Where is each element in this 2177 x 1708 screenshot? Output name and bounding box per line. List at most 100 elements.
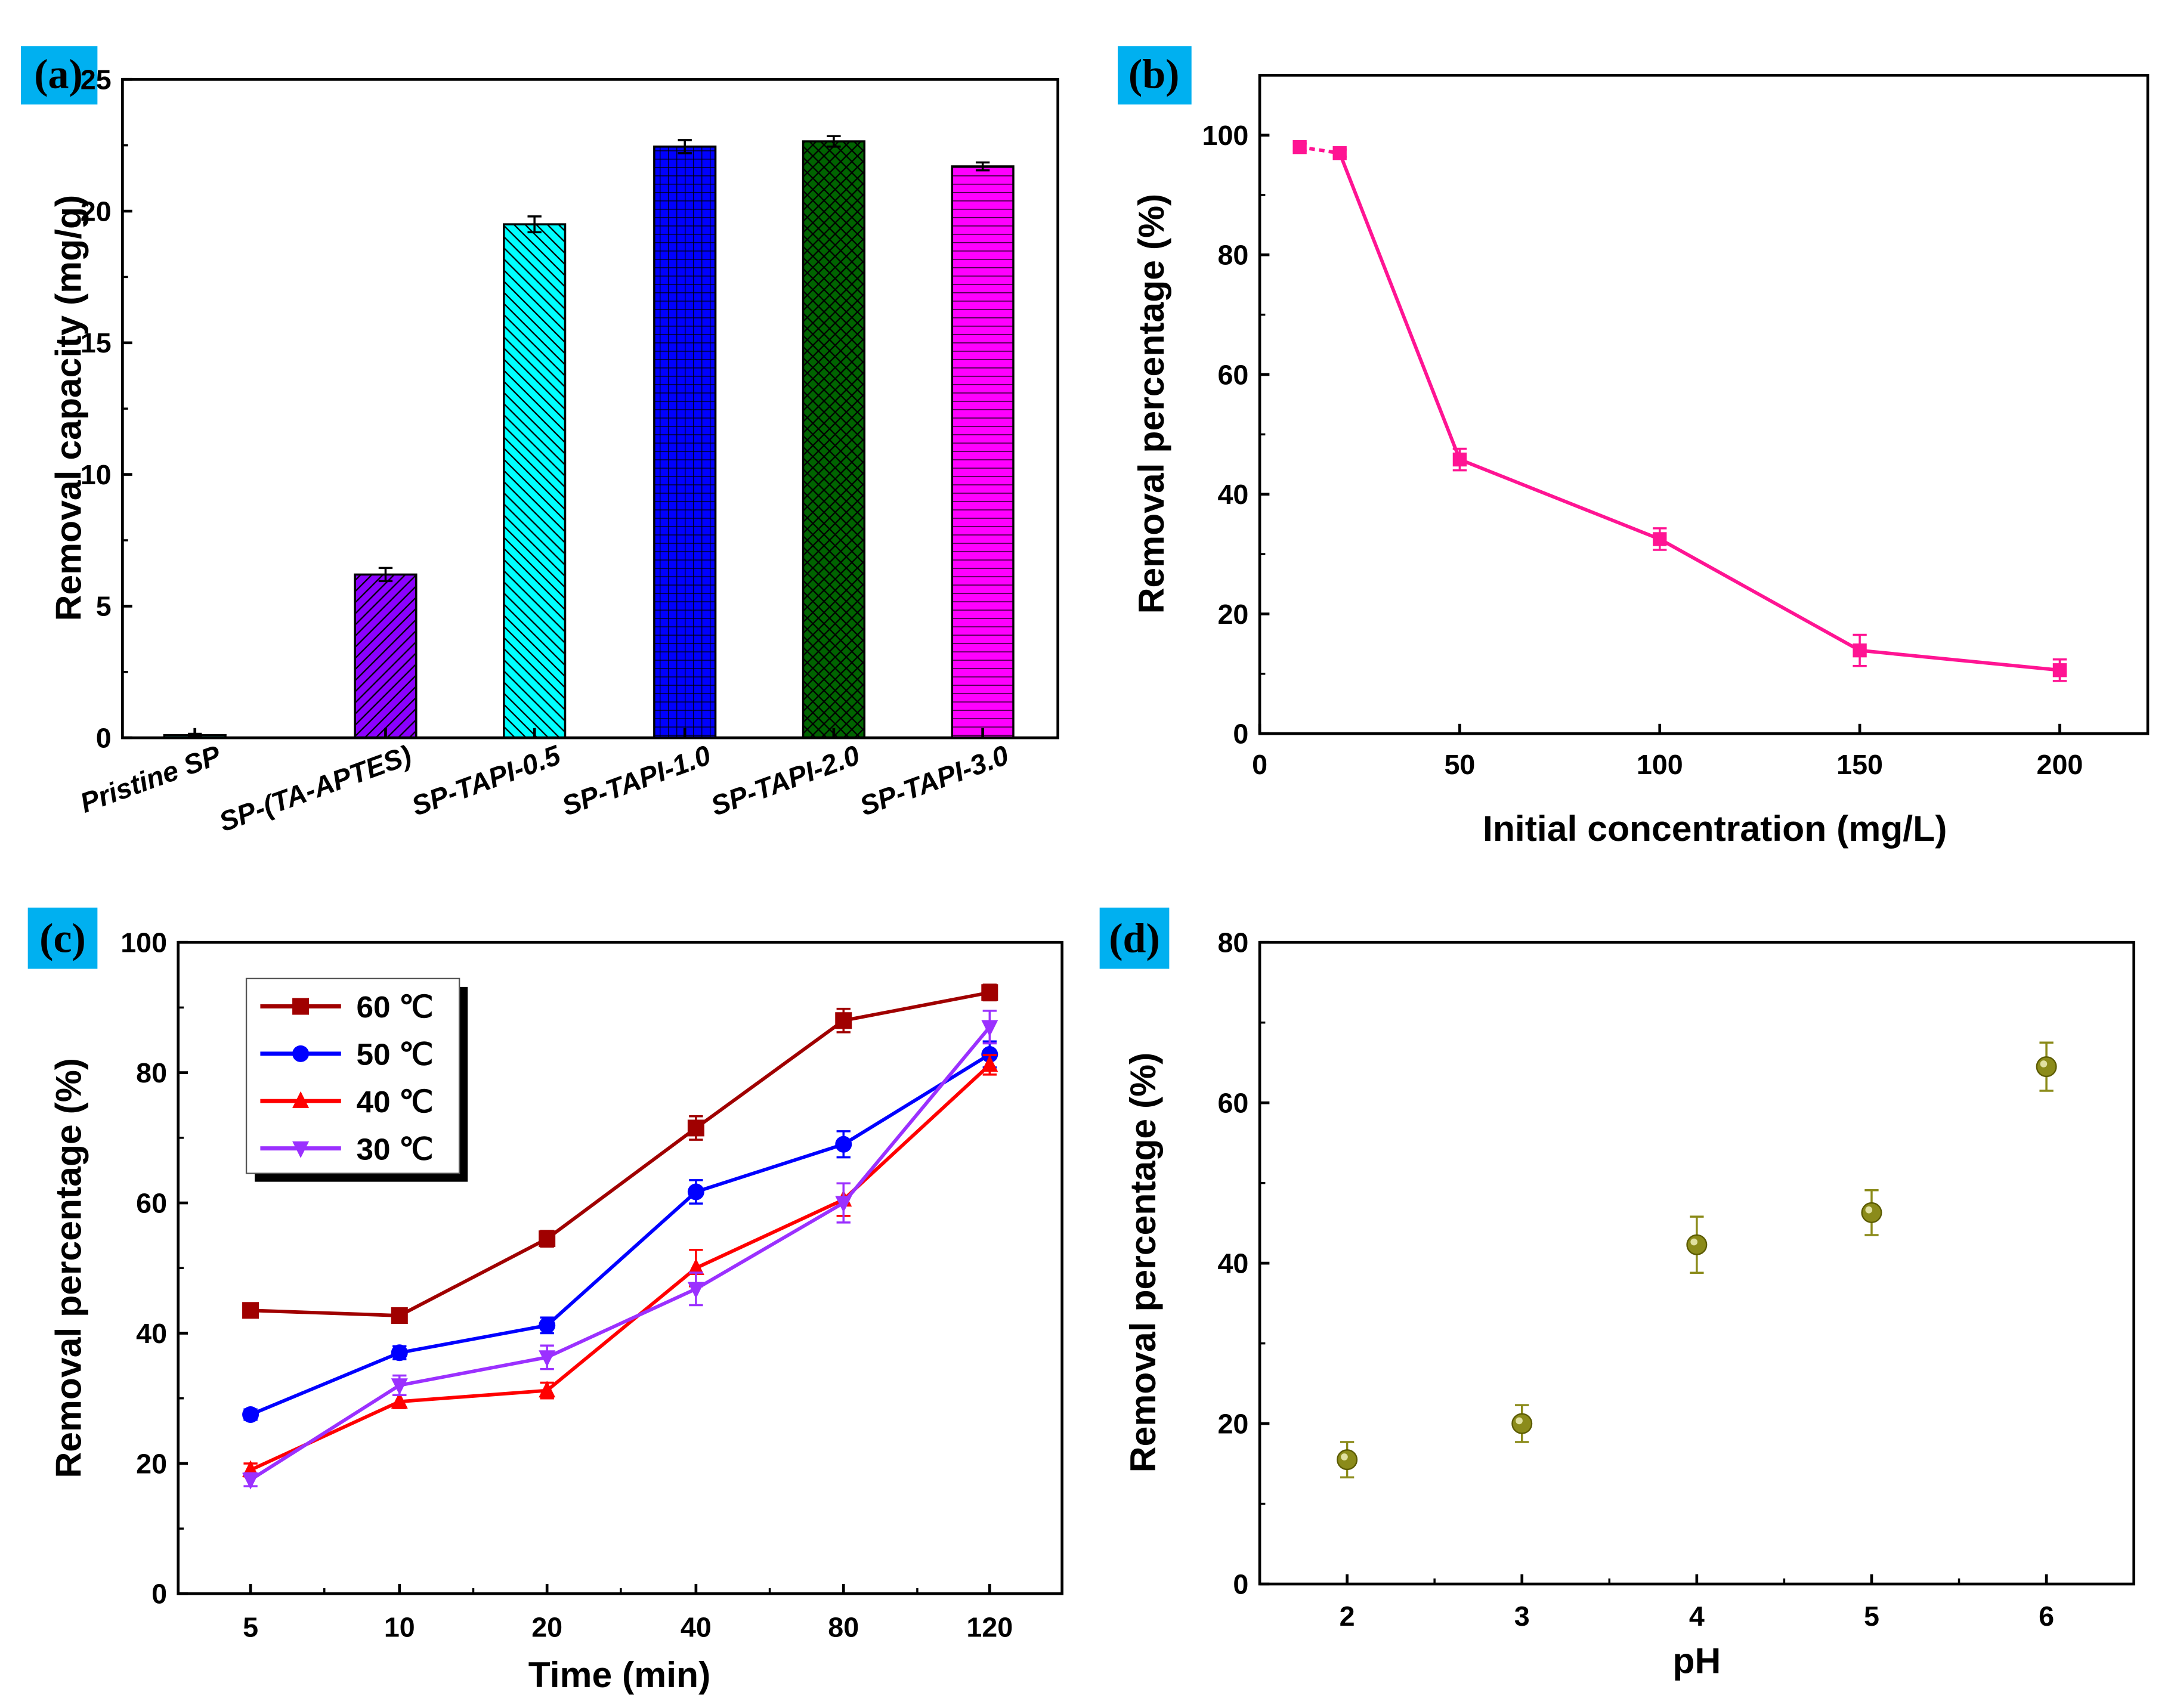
panel-label: (a): [34, 51, 83, 97]
marker-square: [391, 1307, 408, 1325]
x-tick-label: 40: [681, 1612, 712, 1643]
data-point: [2036, 1056, 2057, 1078]
panel-b: (b) 0 20 40 60 80 100 0 50 100 150 200 Removal per…: [1118, 46, 2150, 849]
y-tick-label: 20: [1217, 1408, 1248, 1439]
legend-label: 50 ℃: [356, 1038, 433, 1072]
x-tick-label: 3: [1514, 1601, 1530, 1632]
marker-triangle-up: [391, 1391, 408, 1409]
bar: [951, 165, 1015, 739]
marker-circle: [391, 1344, 408, 1362]
plot-frame: [1258, 73, 2150, 735]
x-tick-label: 5: [243, 1612, 258, 1643]
marker-square: [1292, 140, 1307, 154]
legend-label: 30 ℃: [356, 1132, 433, 1166]
panel-label: (b): [1128, 51, 1180, 97]
marker-triangle-up: [981, 1055, 998, 1072]
data-point-highlight: [2040, 1060, 2048, 1068]
y-tick-label: 0: [151, 1579, 167, 1610]
bar: [653, 146, 717, 739]
marker-square: [242, 1302, 259, 1319]
y-tick-label: 40: [1217, 479, 1248, 510]
x-axis-label: Time (min): [528, 1654, 711, 1695]
marker-triangle-down: [242, 1472, 259, 1490]
marker-square: [687, 1119, 704, 1137]
marker-triangle-up: [539, 1381, 556, 1398]
marker-triangle-down: [981, 1020, 998, 1037]
legend-label: 40 ℃: [356, 1085, 433, 1119]
y-tick-label: 40: [136, 1318, 167, 1349]
y-tick-label: 80: [1217, 927, 1248, 958]
plot-frame: [1258, 940, 2135, 1586]
y-tick-label: 100: [120, 927, 167, 958]
legend: 60 ℃ 50 ℃ 40 ℃ 30 ℃: [245, 977, 468, 1182]
marker-square: [2052, 663, 2067, 677]
marker-square: [292, 998, 310, 1015]
y-axis-label: Removal capacity (mg/g): [48, 195, 88, 621]
y-axis-label: Removal percentage (%): [1131, 194, 1171, 614]
y-tick-label: 10: [81, 459, 112, 490]
data-point-highlight: [1516, 1417, 1523, 1425]
marker-circle: [292, 1045, 310, 1062]
data-point-highlight: [1341, 1453, 1348, 1461]
x-axis-label: pH: [1672, 1640, 1721, 1681]
marker-circle: [539, 1317, 556, 1334]
plot-frame: [177, 940, 1063, 1595]
marker-triangle-down: [391, 1378, 408, 1396]
x-tick-label: 0: [1252, 749, 1267, 780]
x-tick-label: 80: [828, 1612, 859, 1643]
data-point-highlight: [1865, 1206, 1873, 1214]
marker-square: [1853, 643, 1867, 658]
marker-square: [539, 1230, 556, 1248]
x-tick-label: 150: [1836, 749, 1883, 780]
x-tick-label: SP-TAPI-2.0: [707, 739, 864, 822]
panel-c: (c) 0 20 40 60 80 100 5 10 20 40 80 120 Removal per…: [27, 907, 1063, 1695]
marker-square: [1332, 146, 1347, 160]
y-axis-label: Removal percentage (%): [48, 1058, 88, 1478]
marker-triangle-down: [539, 1350, 556, 1367]
y-tick-label: 5: [96, 591, 112, 622]
x-tick-label: 6: [2039, 1601, 2054, 1632]
data-point: [1686, 1234, 1708, 1255]
series-line: [250, 991, 990, 1317]
marker-square: [835, 1012, 852, 1029]
y-tick-label: 20: [136, 1448, 167, 1479]
y-tick-label: 80: [1217, 240, 1248, 271]
legend-item: 40 ℃: [260, 1085, 433, 1119]
x-tick-label: 5: [1864, 1601, 1879, 1632]
panel-d: (d) 0 20 40 60 80 2 3 4 5 6 Removal percentage (%…: [1099, 907, 2135, 1681]
x-tick-label: SP-(TA-APTES): [215, 739, 416, 838]
series-line: [249, 1053, 991, 1416]
bar: [802, 140, 866, 739]
y-tick-label: 15: [81, 327, 112, 358]
plot-frame: [121, 78, 1059, 739]
series-line: [249, 1026, 991, 1481]
legend-box: [245, 977, 460, 1174]
panel-label: (c): [39, 916, 86, 962]
y-tick-label: 0: [1233, 718, 1248, 749]
legend-item: 60 ℃: [260, 990, 433, 1024]
y-tick-label: 0: [1233, 1568, 1248, 1599]
x-tick-label: 2: [1340, 1601, 1355, 1632]
x-tick-label: 120: [966, 1612, 1013, 1643]
x-tick-label: 50: [1444, 749, 1475, 780]
series-30: [242, 1010, 998, 1490]
x-tick-label: 200: [2037, 749, 2083, 780]
y-tick-label: 0: [96, 722, 112, 753]
y-tick-label: 60: [1217, 359, 1248, 390]
y-tick-label: 60: [1217, 1087, 1248, 1118]
series-line: [1338, 152, 2060, 672]
series-60: [242, 983, 998, 1325]
legend-item: 30 ℃: [260, 1132, 433, 1166]
y-tick-label: 20: [81, 196, 112, 227]
marker-square: [981, 984, 998, 1001]
x-tick-label: SP-TAPI-0.5: [407, 739, 565, 821]
x-tick-label: 20: [531, 1612, 562, 1643]
panel-label: (d): [1109, 916, 1160, 962]
data-point: [1511, 1413, 1533, 1434]
legend-label: 60 ℃: [356, 990, 433, 1024]
y-tick-label: 100: [1202, 120, 1249, 151]
y-tick-label: 25: [81, 64, 112, 95]
data-point: [1861, 1202, 1882, 1223]
